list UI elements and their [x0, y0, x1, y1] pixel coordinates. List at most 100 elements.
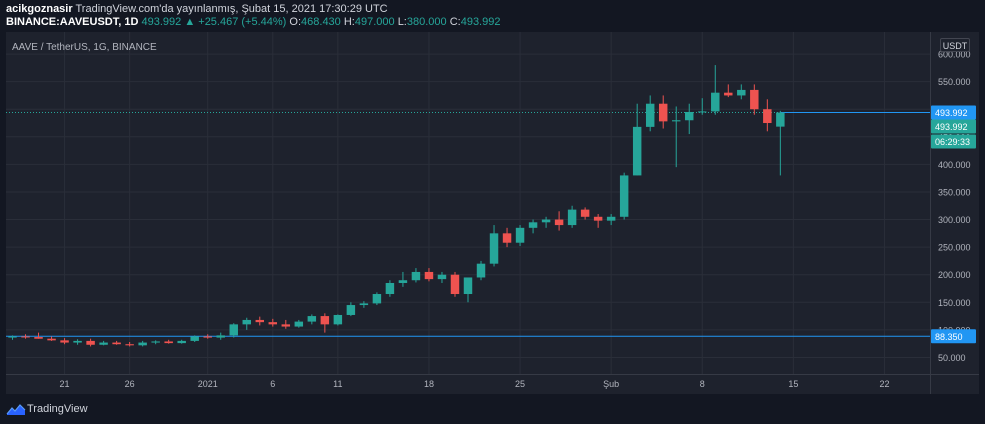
candle-body: [47, 338, 56, 341]
footer: [0, 394, 985, 424]
high-label: H:: [343, 16, 355, 28]
candle-body: [60, 340, 69, 343]
x-tick-label: 21: [60, 379, 70, 389]
last-price-badge-bg: [931, 105, 976, 120]
candle-body: [424, 271, 434, 280]
x-tick-label: 22: [879, 379, 889, 389]
candle-body: [554, 219, 564, 226]
candle-body: [763, 109, 772, 124]
candle-body: [437, 274, 447, 280]
last-price-badge: 493.992: [935, 108, 968, 118]
chart-pane[interactable]: [6, 32, 930, 374]
x-tick-label: 25: [515, 379, 525, 389]
close-label: C:: [449, 16, 461, 28]
y-tick-label: 200.000: [938, 270, 971, 280]
candle-body: [593, 216, 603, 221]
hline-price-badge: 88.350: [935, 332, 963, 342]
candle-body: [463, 277, 473, 295]
candle-body: [294, 321, 304, 327]
x-tick-label: Şub: [603, 379, 619, 389]
candle-body: [489, 233, 499, 264]
candle-body: [528, 222, 538, 228]
candle-body: [190, 336, 199, 341]
candle-body: [216, 335, 225, 338]
candle-body: [229, 324, 238, 336]
candle-body: [8, 336, 17, 338]
candle-body: [541, 219, 551, 223]
candle-body: [372, 294, 382, 304]
candle-body: [450, 274, 460, 295]
candle-body: [359, 303, 369, 306]
last-price-value: 493.992: [141, 16, 182, 28]
candle-body: [151, 341, 160, 343]
candle-body: [567, 209, 577, 226]
candle-body: [34, 337, 43, 339]
candle-body: [619, 175, 629, 217]
candle-body: [125, 344, 134, 346]
open-value: 468.430: [301, 16, 341, 28]
candle-body: [645, 103, 655, 127]
candle-body: [346, 305, 356, 315]
y-tick-label: 600.000: [938, 50, 971, 60]
x-tick-label: 2021: [198, 379, 218, 389]
candle-body: [515, 227, 525, 243]
x-tick-label: 11: [333, 379, 342, 389]
candle-body: [21, 336, 30, 338]
price-axis[interactable]: [930, 32, 979, 374]
x-tick-label: 26: [125, 379, 135, 389]
candle-body: [320, 316, 330, 325]
currency-button[interactable]: USDT: [940, 38, 970, 52]
candle-body: [671, 120, 681, 122]
up-arrow-icon: ▲: [184, 16, 196, 28]
candle-body: [411, 271, 421, 281]
y-tick-label: 150.000: [938, 298, 971, 308]
axis-corner: [930, 374, 979, 394]
candle-body: [203, 336, 212, 338]
published-text: TradingView.com'da yayınlanmış, Şubat 15…: [75, 3, 388, 15]
candles-layer: [8, 65, 785, 347]
candle-body: [698, 111, 707, 113]
candle-body: [99, 342, 108, 345]
x-tick-label: 8: [700, 379, 705, 389]
candle-body: [385, 282, 395, 295]
x-tick-label: 6: [270, 379, 275, 389]
candle-body: [606, 216, 616, 221]
candle-body: [112, 342, 121, 345]
candle-body: [724, 92, 733, 96]
y-tick-label: 350.000: [938, 187, 971, 197]
candle-body: [632, 126, 642, 176]
y-tick-labels: 50.000100.000150.000200.000250.000300.00…: [938, 50, 971, 363]
candle-body: [268, 322, 278, 325]
candle-body: [307, 316, 317, 322]
candle-body: [502, 233, 512, 243]
price-badges: 493.992 493.992 06:29:33 88.350: [931, 105, 976, 344]
close-price-badge: 493.992: [935, 122, 968, 132]
candle-body: [658, 103, 668, 122]
time-axis[interactable]: [6, 374, 930, 394]
grid-lines: [6, 32, 930, 374]
tradingview-logo-icon: [6, 404, 26, 415]
candle-body: [776, 112, 785, 127]
candle-body: [398, 280, 408, 283]
candle-body: [255, 319, 265, 323]
y-tick-label: 50.000: [938, 353, 966, 363]
close-value: 493.992: [460, 16, 501, 28]
candle-body: [242, 319, 251, 325]
candle-body: [73, 340, 82, 343]
candle-body: [86, 340, 95, 345]
y-tick-label: 300.000: [938, 215, 971, 225]
symbol-label: BINANCE:AAVEUSDT, 1D: [6, 16, 139, 28]
open-label: O:: [289, 16, 302, 28]
change-value: +25.467 (+5.44%): [198, 16, 287, 28]
top-bar: acikgoznasir TradingView.com'da yayınlan…: [0, 0, 985, 30]
chart-title: AAVE / TetherUS, 1G, BINANCE: [12, 42, 157, 53]
candle-body: [711, 92, 720, 112]
y-tick-label: 400.000: [938, 160, 971, 170]
candle-body: [685, 111, 694, 121]
author-name[interactable]: acikgoznasir: [6, 3, 73, 15]
x-tick-label: 15: [788, 379, 798, 389]
countdown-badge: 06:29:33: [935, 137, 970, 147]
countdown-badge-bg: [931, 134, 976, 149]
publish-line: acikgoznasir TradingView.com'da yayınlan…: [6, 3, 388, 15]
